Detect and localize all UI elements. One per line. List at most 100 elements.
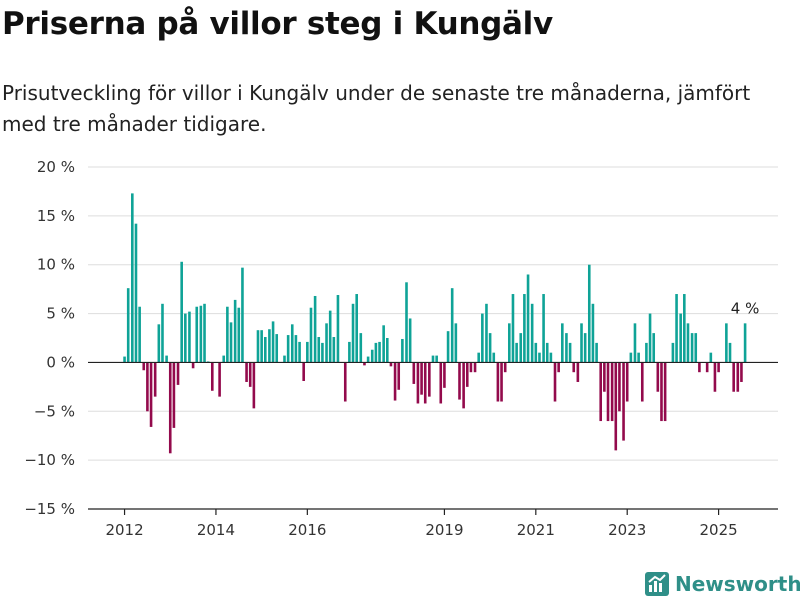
bar	[660, 362, 663, 422]
bar	[648, 313, 652, 363]
bar	[553, 362, 557, 402]
bar	[583, 333, 587, 363]
bar	[462, 362, 465, 409]
bar	[477, 352, 480, 363]
bar	[298, 341, 301, 363]
bar	[165, 355, 168, 363]
bar	[503, 362, 507, 373]
bar	[168, 362, 172, 454]
bar	[226, 306, 229, 363]
last-value-label: 4 %	[731, 299, 760, 317]
bar	[423, 362, 427, 404]
bar	[302, 362, 305, 381]
bar	[203, 303, 206, 363]
bar	[370, 349, 374, 363]
bar	[450, 288, 454, 363]
bar	[222, 355, 226, 363]
bar	[725, 323, 728, 363]
bar	[485, 303, 488, 363]
bar	[469, 362, 473, 373]
bar	[686, 323, 690, 363]
bar	[199, 305, 203, 363]
x-tick-label: 2014	[197, 521, 235, 539]
bar	[176, 362, 180, 385]
bar	[237, 307, 241, 363]
bar	[321, 342, 324, 363]
bar	[561, 323, 564, 363]
bar	[465, 362, 469, 387]
bar	[260, 330, 263, 363]
bar	[599, 362, 602, 422]
bar	[313, 295, 317, 363]
bar	[443, 362, 446, 388]
bar	[671, 342, 675, 363]
bar	[679, 313, 682, 363]
bar	[637, 352, 640, 363]
bar	[743, 323, 747, 363]
bar	[587, 264, 591, 363]
bar	[675, 294, 678, 363]
bar	[705, 362, 709, 373]
y-tick-label: −15 %	[24, 500, 75, 518]
bar	[229, 322, 233, 363]
bar	[366, 356, 370, 363]
bar	[389, 362, 393, 367]
axis-layer: 20 % 15 % 10 % 5 % 0 % −5 % −10 % −15 % 2012 2014…	[24, 158, 778, 539]
bar	[606, 362, 610, 422]
bar	[591, 303, 595, 363]
bar	[538, 352, 541, 363]
bar	[131, 193, 134, 363]
bar	[397, 362, 401, 390]
bar	[134, 223, 138, 363]
bar	[690, 333, 694, 363]
bar	[309, 307, 313, 363]
bar	[294, 335, 298, 363]
bar	[317, 337, 321, 363]
bar	[157, 324, 161, 363]
bar	[351, 303, 355, 363]
bar	[271, 321, 275, 363]
bar	[713, 362, 717, 392]
bar	[557, 362, 560, 373]
bar	[572, 362, 576, 373]
bar	[698, 362, 701, 373]
bar	[416, 362, 420, 404]
y-tick-label: 20 %	[37, 158, 75, 176]
bar	[393, 362, 397, 401]
x-tick-label: 2025	[700, 521, 738, 539]
bar	[336, 295, 340, 363]
bar	[241, 267, 244, 363]
bar	[355, 294, 358, 363]
bar	[161, 303, 164, 363]
bar	[138, 306, 141, 363]
bar	[382, 325, 385, 363]
bar	[428, 362, 431, 397]
bar	[629, 352, 633, 363]
bar	[180, 261, 183, 363]
x-tick-label: 2016	[288, 521, 326, 539]
page-subtitle: Prisutveckling för villor i Kungälv unde…	[2, 81, 751, 136]
bar	[188, 311, 191, 363]
bar	[412, 362, 416, 384]
bar	[268, 329, 271, 363]
bar	[663, 362, 667, 422]
bar	[595, 342, 598, 363]
bar	[286, 335, 290, 363]
bar	[359, 333, 363, 363]
bar	[153, 362, 157, 397]
bar	[473, 362, 477, 373]
grid-layer	[88, 166, 778, 510]
bar	[256, 330, 260, 363]
bar	[545, 342, 549, 363]
bar	[264, 337, 267, 363]
bar	[511, 294, 515, 363]
bar	[408, 318, 412, 363]
bar	[126, 288, 130, 363]
y-tick-label: 0 %	[46, 353, 75, 371]
bar	[325, 323, 328, 363]
bar	[446, 331, 450, 363]
bar	[378, 341, 381, 363]
bar	[191, 362, 195, 369]
bar	[431, 355, 435, 363]
bar	[576, 362, 580, 382]
